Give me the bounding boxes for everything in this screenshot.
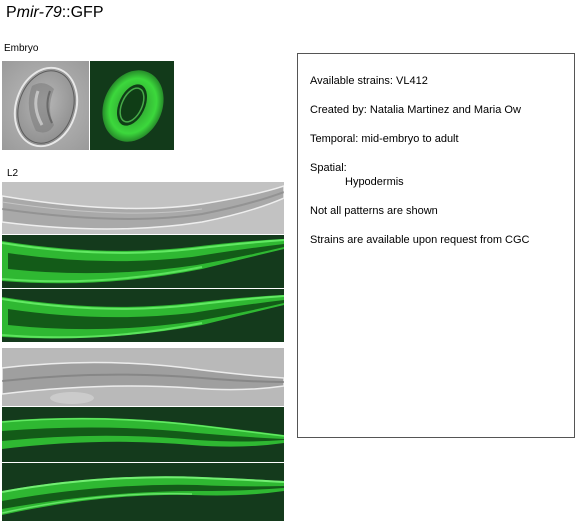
embryo-gfp-image bbox=[90, 61, 174, 150]
adult-gfp-image-2 bbox=[2, 463, 284, 521]
embryo-label: Embryo bbox=[4, 43, 38, 55]
gene-name: mir-79 bbox=[17, 4, 62, 21]
l2-dic-image bbox=[2, 182, 284, 234]
adult-gfp-image-1 bbox=[2, 407, 284, 462]
spatial-label: Spatial: bbox=[310, 162, 347, 175]
info-panel: Available strains: VL412 Created by: Nat… bbox=[297, 53, 575, 438]
adult-dic-image bbox=[2, 348, 284, 406]
page-title: Pmir-79::GFP bbox=[6, 3, 104, 23]
patterns-note: Not all patterns are shown bbox=[310, 205, 438, 218]
l2-gfp-image-1 bbox=[2, 235, 284, 288]
l2-gfp-image-2 bbox=[2, 289, 284, 342]
spatial-value: Hypodermis bbox=[345, 176, 404, 189]
strains-text: Available strains: VL412 bbox=[310, 75, 428, 88]
temporal-text: Temporal: mid-embryo to adult bbox=[310, 133, 459, 146]
embryo-dic-image bbox=[2, 61, 89, 150]
availability-text: Strains are available upon request from … bbox=[310, 234, 530, 247]
created-by-text: Created by: Natalia Martinez and Maria O… bbox=[310, 104, 521, 117]
l2-label: L2 bbox=[7, 168, 18, 180]
